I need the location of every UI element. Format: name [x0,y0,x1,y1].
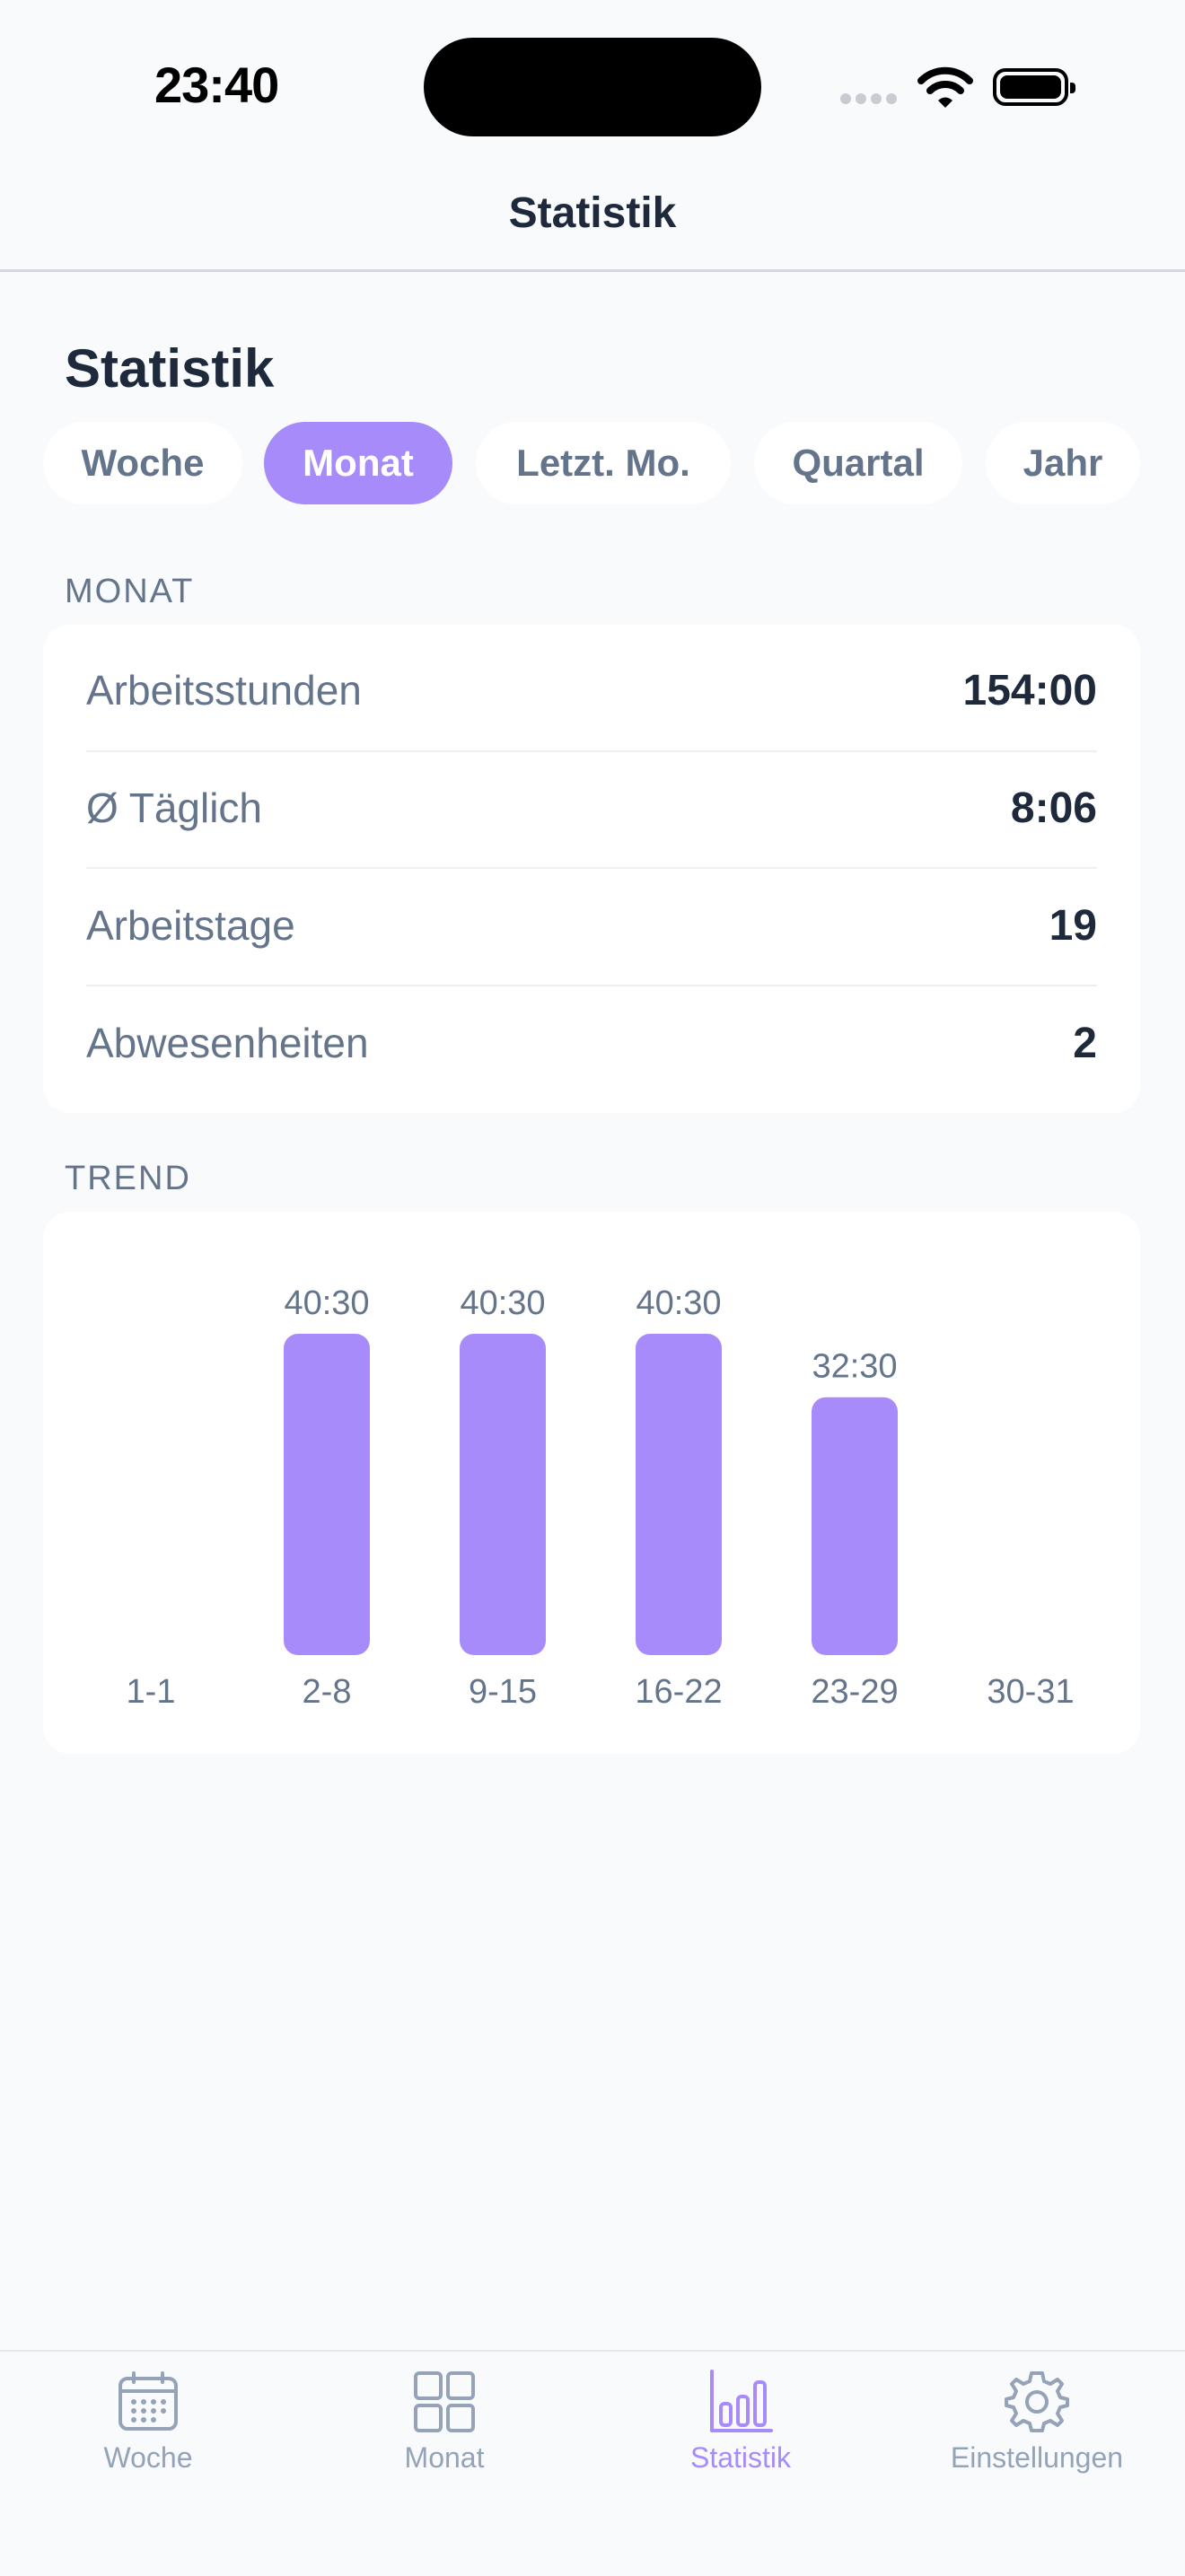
cellular-signal-icon [840,93,897,104]
tab-woche[interactable]: Woche [43,422,242,504]
nav-title: Statistik [508,189,677,237]
trend-card: 1-1 40:30 2-8 40:30 9-15 40:30 16-22 32:30 23-29… [43,1212,1140,1754]
summary-row-arbeitsstunden: Arbeitsstunden 154:00 [86,632,1097,749]
tabbar-item-einstellungen[interactable]: Einstellungen [889,2370,1185,2475]
summary-row-taeglich: Ø Täglich 8:06 [86,749,1097,866]
summary-row-arbeitstage: Arbeitstage 19 [86,867,1097,984]
tab-jahr[interactable]: Jahr [986,422,1140,504]
chart-value-label: 40:30 [636,1284,721,1322]
chart-bar [284,1334,370,1655]
summary-row-value: 19 [1049,901,1097,950]
summary-card: Arbeitsstunden 154:00 Ø Täglich 8:06 Arb… [43,625,1140,1113]
tab-label: Letzt. Mo. [516,442,690,484]
chart-category-label: 2-8 [303,1673,352,1711]
chart-bar [812,1397,898,1655]
page-title: Statistik [65,338,275,399]
row-divider [86,985,1097,986]
tab-bar: Woche Monat Statistik Einstellungen [0,2350,1185,2576]
tabbar-item-statistik[interactable]: Statistik [592,2370,889,2475]
tab-letzter-monat[interactable]: Letzt. Mo. [476,422,731,504]
tab-label: Jahr [1023,442,1103,484]
tab-label: Monat [303,442,414,484]
tabbar-label: Monat [404,2441,485,2474]
chart-category-label: 30-31 [987,1673,1074,1711]
status-time: 23:40 [154,57,279,113]
tab-quartal[interactable]: Quartal [754,422,962,504]
tab-label: Woche [81,442,205,484]
gear-icon [1005,2371,1069,2432]
summary-row-value: 8:06 [1010,784,1097,832]
dynamic-island [424,38,761,136]
summary-row-label: Arbeitsstunden [86,667,362,714]
chart-value-label: 40:30 [460,1284,545,1322]
tab-monat[interactable]: Monat [264,422,452,504]
chart-category-label: 16-22 [635,1673,722,1711]
chart-bar [460,1334,546,1655]
status-bar: 23:40 [0,0,1185,171]
wifi-icon [917,66,973,108]
tabbar-label: Woche [103,2441,193,2474]
battery-icon [993,68,1075,106]
summary-row-value: 2 [1073,1019,1097,1067]
tabbar-item-woche[interactable]: Woche [0,2370,296,2475]
calendar-icon [118,2371,178,2431]
nav-divider [0,269,1185,272]
row-divider [86,750,1097,752]
trend-bar-chart: 1-1 40:30 2-8 40:30 9-15 40:30 16-22 32:30 23-29… [127,1284,1075,1711]
chart-category-label: 9-15 [469,1673,537,1711]
summary-row-label: Abwesenheiten [86,1020,369,1066]
grid-icon [414,2371,475,2432]
tab-label: Quartal [792,442,925,484]
chart-category-label: 23-29 [811,1673,898,1711]
section-label-monat: MONAT [65,573,195,610]
section-label-trend: TREND [65,1160,191,1197]
chart-bar [636,1334,722,1655]
tabbar-label: Einstellungen [950,2441,1124,2474]
chart-category-label: 1-1 [127,1673,176,1711]
row-divider [86,867,1097,869]
chart-value-label: 40:30 [284,1284,369,1322]
tabbar-item-monat[interactable]: Monat [296,2370,592,2475]
chart-value-label: 32:30 [812,1348,897,1386]
summary-row-label: Ø Täglich [86,784,263,831]
tabbar-label: Statistik [689,2441,792,2474]
summary-row-abwesenheiten: Abwesenheiten 2 [86,985,1097,1101]
summary-row-value: 154:00 [962,666,1097,714]
summary-row-label: Arbeitstage [86,902,295,949]
bar-chart-icon [710,2370,773,2432]
